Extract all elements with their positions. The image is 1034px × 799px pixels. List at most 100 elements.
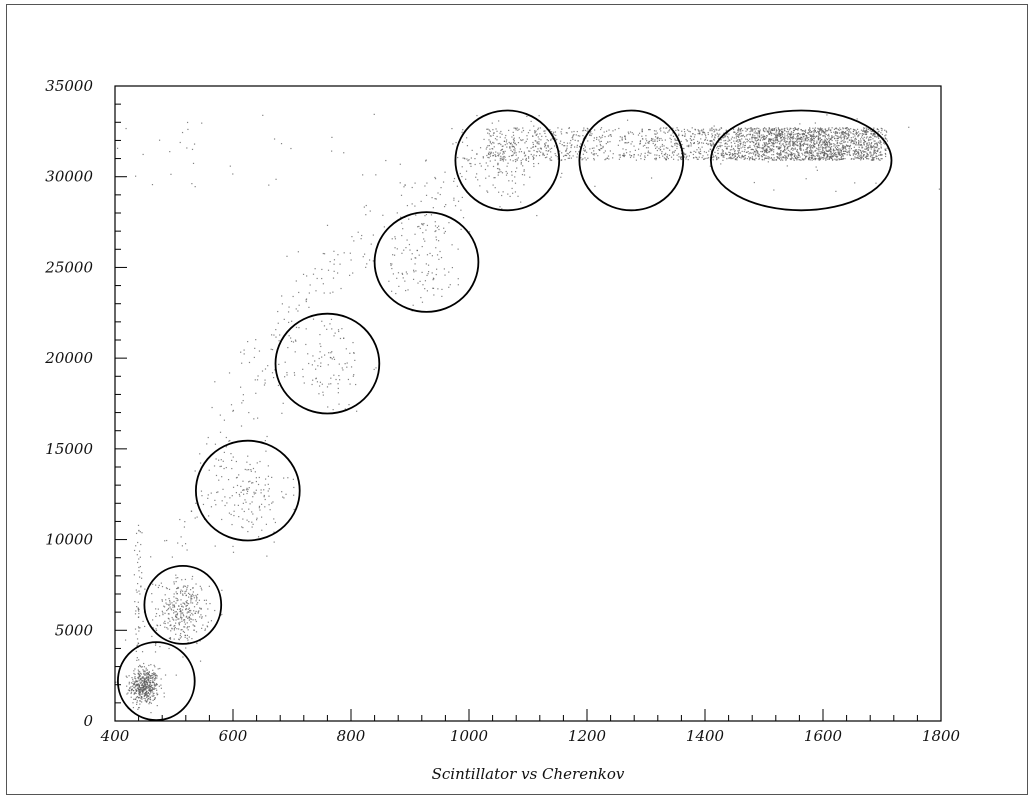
scatter-point-3712: [818, 130, 820, 133]
scatter-point-3994: [362, 256, 364, 258]
scatter-point-2454: [696, 158, 698, 160]
scatter-point-1073: [426, 274, 428, 277]
scatter-point-681: [180, 599, 182, 601]
scatter-point-462: [169, 624, 171, 627]
scatter-point-3106: [860, 143, 862, 146]
scatter-point-1000: [354, 359, 356, 361]
scatter-point-1524: [713, 156, 715, 158]
scatter-point-413: [154, 678, 157, 680]
scatter-point-3750: [641, 135, 643, 137]
scatter-point-798: [238, 474, 240, 476]
scatter-point-2239: [789, 138, 791, 141]
scatter-point-596: [169, 620, 171, 622]
scatter-point-3508: [590, 131, 592, 133]
scatter-point-3866: [564, 154, 566, 157]
scatter-point-2479: [794, 127, 796, 129]
scatter-point-2400: [766, 144, 768, 146]
scatter-point-2222: [583, 129, 585, 131]
scatter-point-1499: [812, 136, 815, 138]
scatter-point-554: [165, 599, 167, 601]
scatter-point-3661: [828, 133, 830, 136]
scatter-point-378: [140, 687, 142, 690]
scatter-point-3872: [731, 136, 733, 138]
scatter-point-616: [155, 612, 158, 615]
scatter-point-2689: [740, 130, 742, 132]
scatter-point-1219: [475, 176, 477, 178]
scatter-point-564: [196, 597, 198, 599]
scatter-point-1263: [455, 141, 457, 144]
scatter-point-344: [132, 680, 134, 682]
scatter-point-927: [210, 492, 212, 494]
scatter-point-1438: [873, 157, 876, 159]
scatter-point-2778: [830, 154, 832, 156]
scatter-point-3857: [870, 133, 872, 135]
scatter-point-817: [248, 487, 250, 489]
scatter-point-474: [184, 626, 186, 628]
scatter-point-914: [260, 503, 263, 505]
scatter-point-2570: [861, 145, 863, 147]
scatter-point-978: [253, 356, 255, 359]
scatter-point-2561: [785, 141, 787, 143]
scatter-point-2912: [753, 150, 756, 152]
scatter-point-1371: [754, 137, 756, 140]
scatter-point-298: [149, 686, 151, 688]
scatter-point-3589: [791, 137, 793, 139]
scatter-point-2670: [833, 153, 836, 155]
scatter-point-3946: [180, 536, 182, 538]
scatter-point-2247: [860, 144, 862, 146]
scatter-point-3580: [877, 135, 879, 137]
scatter-point-2736: [644, 155, 646, 157]
scatter-point-3259: [885, 134, 887, 136]
scatter-point-2521: [549, 148, 551, 150]
scatter-point-2426: [757, 155, 759, 157]
scatter-point-3933: [501, 208, 503, 210]
scatter-point-2111: [827, 130, 829, 132]
scatter-point-1152: [391, 290, 393, 292]
scatter-point-2554: [685, 158, 687, 160]
scatter-point-3015: [749, 145, 751, 147]
scatter-point-1949: [865, 146, 867, 148]
scatter-point-3522: [831, 136, 834, 139]
scatter-point-2270: [884, 155, 887, 158]
scatter-point-3940: [144, 588, 146, 590]
scatter-point-1980: [633, 145, 635, 147]
scatter-point-654: [157, 586, 159, 589]
scatter-point-603: [185, 608, 187, 611]
scatter-point-3521: [818, 157, 820, 159]
scatter-point-2965: [606, 157, 608, 159]
scatter-point-1266: [437, 192, 439, 194]
scatter-point-556: [191, 578, 193, 580]
scatter-point-2747: [769, 148, 771, 150]
scatter-point-758: [188, 616, 191, 619]
scatter-point-3468: [766, 143, 768, 145]
scatter-point-2132: [873, 127, 875, 129]
scatter-point-2594: [567, 153, 570, 155]
scatter-point-3671: [863, 130, 865, 132]
scatter-point-2394: [763, 135, 766, 137]
scatter-point-481: [205, 615, 207, 617]
scatter-point-436: [137, 708, 139, 710]
scatter-point-2004: [593, 137, 595, 139]
scatter-point-3061: [776, 136, 778, 138]
scatter-point-906: [245, 501, 247, 503]
scatter-point-3965: [135, 650, 137, 652]
scatter-point-3165: [826, 138, 828, 140]
scatter-point-2181: [843, 139, 845, 141]
scatter-point-1379: [748, 156, 750, 158]
scatter-point-646: [155, 584, 157, 586]
scatter-point-4040: [440, 187, 442, 189]
scatter-point-4206: [137, 642, 140, 645]
scatter-point-2686: [784, 127, 786, 130]
scatter-point-1198: [512, 160, 514, 162]
scatter-point-2743: [797, 127, 800, 130]
scatter-point-2036: [490, 151, 492, 153]
points-layer: [115, 113, 940, 714]
scatter-point-2170: [711, 136, 713, 138]
scatter-point-2832: [854, 140, 856, 142]
scatter-point-3311: [490, 143, 493, 145]
scatter-point-2079: [500, 159, 502, 161]
scatter-point-1586: [775, 134, 777, 137]
scatter-point-992: [349, 352, 351, 354]
scatter-point-612: [197, 593, 199, 596]
